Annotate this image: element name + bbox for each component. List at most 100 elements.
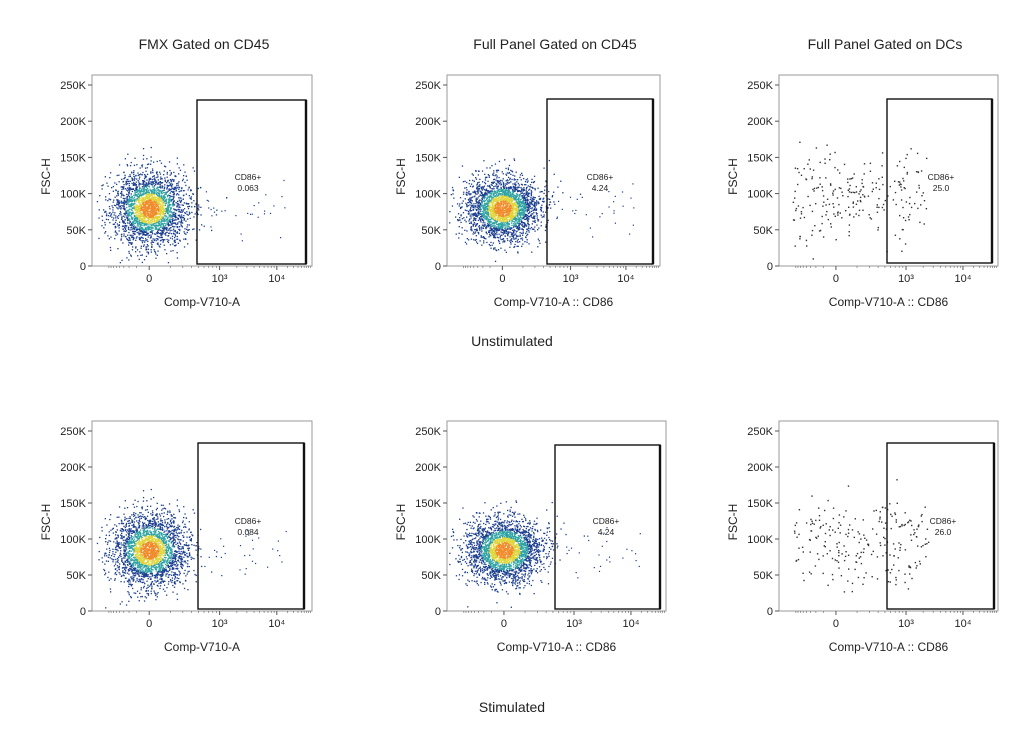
event-dot [182, 222, 184, 224]
event-dot [126, 198, 128, 200]
event-dot [144, 222, 147, 224]
event-dot [523, 209, 525, 211]
event-dot [122, 202, 124, 204]
event-dot [513, 234, 516, 236]
event-dot [488, 208, 490, 210]
event-dot [133, 173, 135, 175]
event-dot [113, 204, 116, 206]
event-dot [512, 223, 515, 225]
event-dot [146, 213, 148, 215]
event-dot [161, 232, 163, 234]
event-dot [505, 180, 507, 182]
event-dot [472, 174, 474, 176]
event-dot [130, 161, 132, 164]
event-dot [505, 229, 508, 231]
row-title-stimulated: Stimulated [478, 699, 546, 715]
event-dot [472, 215, 474, 217]
event-dot [187, 243, 189, 245]
event-dot [146, 246, 148, 248]
event-dot [173, 179, 175, 181]
event-dot [503, 240, 505, 242]
event-dot [162, 240, 164, 242]
event-dot [143, 206, 145, 208]
event-dot [139, 223, 141, 226]
event-dot [145, 246, 147, 248]
event-dot [136, 195, 138, 197]
event-dot [185, 202, 187, 204]
event-dot [512, 218, 515, 220]
event-dot [172, 205, 174, 207]
event-dot [175, 216, 177, 218]
event-dot [153, 224, 155, 226]
event-dot [273, 205, 275, 207]
event-dot [126, 181, 128, 183]
event-dot [177, 184, 179, 186]
event-dot [168, 239, 170, 241]
event-dot [500, 190, 502, 192]
event-dot [478, 204, 480, 206]
event-dot [109, 208, 111, 210]
event-dot [527, 193, 529, 195]
event-dot [153, 215, 155, 217]
event-dot [125, 230, 127, 232]
event-dot [117, 248, 119, 250]
event-dot [528, 243, 530, 245]
event-dot [169, 169, 171, 172]
event-dot [499, 197, 501, 199]
event-dot [488, 236, 490, 238]
event-dot [153, 249, 155, 251]
event-dot [173, 241, 176, 243]
event-dot [509, 220, 511, 222]
event-dot [476, 229, 478, 232]
event-dot [497, 194, 499, 196]
event-dot [158, 222, 160, 225]
event-dot [129, 200, 131, 202]
event-dot [486, 194, 488, 197]
event-dot [128, 214, 130, 216]
event-dot [485, 238, 487, 240]
event-dot [471, 173, 473, 175]
event-dot [157, 174, 159, 176]
event-dot [513, 229, 515, 231]
event-dot [131, 223, 133, 225]
event-dot [182, 178, 184, 180]
event-dot [543, 197, 545, 199]
event-dot [138, 215, 141, 217]
event-dot [159, 200, 161, 203]
event-dot [469, 208, 471, 211]
event-dot [163, 207, 165, 210]
event-dot [155, 204, 157, 207]
event-dot [508, 171, 510, 174]
event-dot [183, 190, 185, 192]
event-dot [178, 173, 180, 175]
event-dot [505, 186, 507, 189]
event-dot [497, 169, 500, 172]
event-dot [130, 223, 133, 225]
event-dot [160, 197, 163, 199]
event-dot [163, 205, 165, 207]
event-dot [108, 198, 110, 200]
event-dot [127, 228, 130, 230]
event-dot [160, 229, 162, 231]
event-dot [184, 232, 186, 235]
event-dot [522, 222, 525, 224]
event-dot [109, 177, 111, 179]
event-dot [169, 200, 171, 202]
event-dot [528, 192, 530, 194]
event-dot [137, 222, 139, 224]
event-dot [175, 223, 177, 226]
event-dot [164, 166, 167, 168]
event-dot [159, 190, 161, 192]
event-dot [146, 198, 149, 200]
event-dot [143, 215, 145, 217]
event-dot [187, 229, 189, 231]
event-dot [182, 190, 184, 192]
event-dot [466, 230, 468, 232]
event-dot [184, 208, 186, 210]
event-dot [470, 207, 472, 209]
event-dot [118, 227, 120, 229]
event-dot [479, 202, 482, 205]
event-dot [497, 200, 499, 202]
event-dot [542, 211, 544, 213]
event-dot [129, 198, 131, 201]
